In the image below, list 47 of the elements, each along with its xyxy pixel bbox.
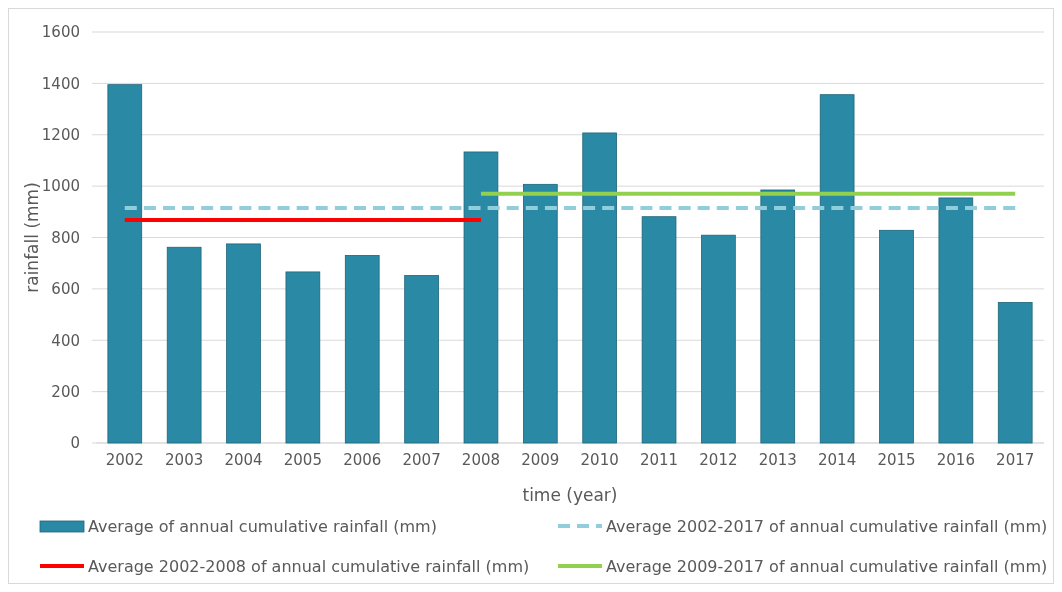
bar: [582, 132, 617, 444]
x-tick-label: 2007: [402, 451, 441, 469]
y-tick-label: 600: [51, 280, 80, 299]
bar: [166, 246, 202, 444]
x-tick-label: 2006: [343, 451, 382, 469]
y-tick-label: 400: [51, 331, 80, 350]
legend-label: Average 2002-2008 of annual cumulative rainfall (mm): [88, 556, 530, 576]
x-tick-label: 2012: [699, 451, 738, 469]
bar: [463, 151, 499, 444]
x-tick-label: 2008: [461, 451, 501, 469]
legend-label: Average 2002-2017 of annual cumulative rainfall (mm): [606, 516, 1048, 536]
bar: [344, 255, 380, 444]
x-tick-label: 2004: [224, 451, 263, 469]
x-tick-label: 2015: [877, 451, 916, 469]
bar: [285, 271, 321, 444]
legend-label: Average 2009-2017 of annual cumulative rainfall (mm): [606, 556, 1048, 576]
x-axis-title: time (year): [522, 485, 618, 505]
bar: [938, 197, 974, 444]
bar: [819, 94, 855, 444]
bar: [523, 183, 558, 444]
y-tick-label: 800: [51, 228, 80, 247]
bar: [107, 84, 143, 444]
legend-label: Average of annual cumulative rainfall (mm): [88, 516, 437, 536]
y-tick-label: 1600: [41, 23, 80, 42]
x-tick-label: 2002: [105, 451, 144, 469]
bar: [226, 243, 261, 444]
y-tick-label: 200: [51, 382, 80, 401]
y-tick-label: 1200: [41, 126, 80, 144]
bar: [997, 302, 1033, 444]
x-tick-label: 2009: [521, 451, 560, 469]
x-tick-label: 2013: [758, 451, 797, 469]
x-tick-label: 2011: [639, 451, 679, 469]
x-tick-label: 2010: [580, 451, 619, 469]
x-tick-label: 2016: [936, 451, 975, 469]
bar: [760, 189, 796, 444]
bar: [404, 275, 439, 444]
x-tick-label: 2014: [818, 451, 857, 469]
y-axis-title: rainfall (mm): [22, 182, 42, 293]
bar: [701, 234, 736, 444]
bar: [641, 216, 677, 444]
x-tick-label: 2003: [165, 451, 204, 469]
y-tick-label: 1400: [41, 74, 80, 93]
x-tick-label: 2005: [283, 451, 322, 469]
x-tick-label: 2017: [996, 451, 1035, 469]
y-tick-label: 1000: [41, 177, 80, 196]
bar: [879, 229, 914, 444]
y-tick-label: 0: [70, 434, 80, 453]
